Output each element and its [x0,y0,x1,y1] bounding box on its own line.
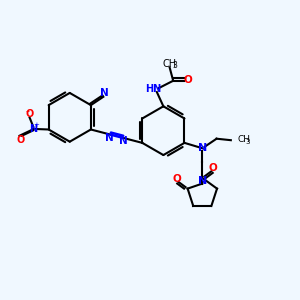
Text: O: O [209,164,218,173]
Text: N: N [119,136,128,146]
Text: O: O [184,75,192,85]
Text: N: N [29,124,38,134]
Text: N: N [198,143,207,153]
Text: O: O [16,136,25,146]
Text: 3: 3 [172,61,177,70]
Text: 3: 3 [246,139,250,145]
Text: N: N [100,88,109,98]
Text: +: + [33,122,39,128]
Text: O: O [26,109,34,119]
Text: CH: CH [163,59,177,69]
Text: -: - [25,106,29,116]
Text: HN: HN [145,84,161,94]
Text: O: O [172,174,181,184]
Text: N: N [198,176,207,186]
Text: N: N [105,133,114,142]
Text: CH: CH [237,135,250,144]
